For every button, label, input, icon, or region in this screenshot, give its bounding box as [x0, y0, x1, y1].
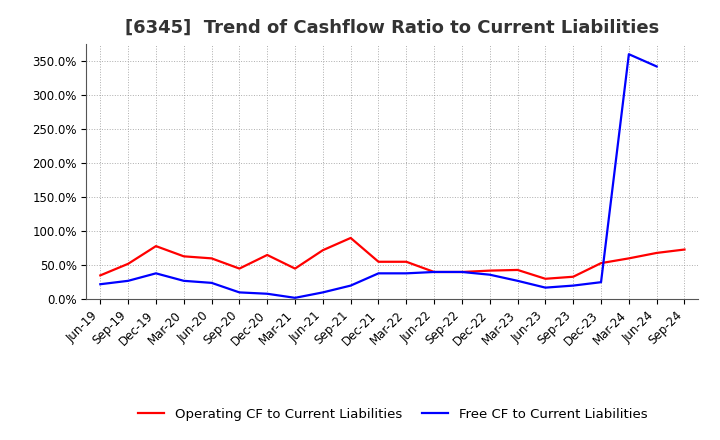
Free CF to Current Liabilities — [291, 295, 300, 301]
Operating CF to Current Liabilities — [96, 273, 104, 278]
Free CF to Current Liabilities — [318, 290, 327, 295]
Free CF to Current Liabilities — [541, 285, 550, 290]
Free CF to Current Liabilities — [235, 290, 243, 295]
Operating CF to Current Liabilities — [152, 243, 161, 249]
Line: Free CF to Current Liabilities: Free CF to Current Liabilities — [100, 54, 657, 298]
Operating CF to Current Liabilities — [235, 266, 243, 271]
Operating CF to Current Liabilities — [652, 250, 661, 256]
Operating CF to Current Liabilities — [624, 256, 633, 261]
Operating CF to Current Liabilities — [485, 268, 494, 273]
Operating CF to Current Liabilities — [430, 269, 438, 275]
Operating CF to Current Liabilities — [680, 247, 689, 252]
Free CF to Current Liabilities — [652, 64, 661, 69]
Operating CF to Current Liabilities — [541, 276, 550, 282]
Operating CF to Current Liabilities — [318, 248, 327, 253]
Operating CF to Current Liabilities — [207, 256, 216, 261]
Free CF to Current Liabilities — [374, 271, 383, 276]
Operating CF to Current Liabilities — [179, 254, 188, 259]
Operating CF to Current Liabilities — [291, 266, 300, 271]
Free CF to Current Liabilities — [485, 272, 494, 277]
Free CF to Current Liabilities — [346, 283, 355, 288]
Title: [6345]  Trend of Cashflow Ratio to Current Liabilities: [6345] Trend of Cashflow Ratio to Curren… — [125, 19, 660, 37]
Line: Operating CF to Current Liabilities: Operating CF to Current Liabilities — [100, 238, 685, 279]
Operating CF to Current Liabilities — [263, 252, 271, 257]
Operating CF to Current Liabilities — [124, 261, 132, 267]
Free CF to Current Liabilities — [513, 278, 522, 283]
Operating CF to Current Liabilities — [458, 269, 467, 275]
Free CF to Current Liabilities — [430, 269, 438, 275]
Free CF to Current Liabilities — [207, 280, 216, 286]
Free CF to Current Liabilities — [152, 271, 161, 276]
Free CF to Current Liabilities — [124, 278, 132, 283]
Operating CF to Current Liabilities — [402, 259, 410, 264]
Operating CF to Current Liabilities — [374, 259, 383, 264]
Free CF to Current Liabilities — [569, 283, 577, 288]
Free CF to Current Liabilities — [179, 278, 188, 283]
Free CF to Current Liabilities — [402, 271, 410, 276]
Operating CF to Current Liabilities — [569, 274, 577, 279]
Free CF to Current Liabilities — [458, 269, 467, 275]
Operating CF to Current Liabilities — [597, 260, 606, 266]
Free CF to Current Liabilities — [96, 282, 104, 287]
Free CF to Current Liabilities — [263, 291, 271, 297]
Free CF to Current Liabilities — [597, 279, 606, 285]
Operating CF to Current Liabilities — [346, 235, 355, 241]
Operating CF to Current Liabilities — [513, 267, 522, 272]
Legend: Operating CF to Current Liabilities, Free CF to Current Liabilities: Operating CF to Current Liabilities, Fre… — [132, 403, 652, 426]
Free CF to Current Liabilities — [624, 51, 633, 57]
